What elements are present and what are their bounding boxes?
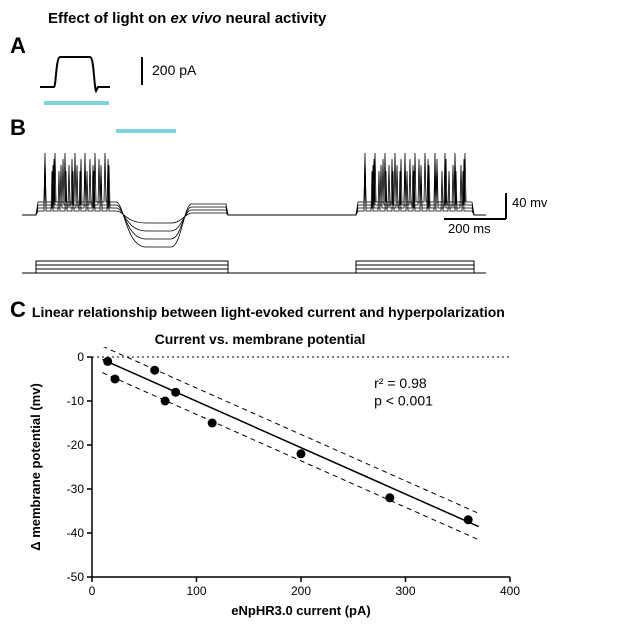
panel-c-chart-title: Current vs. membrane potential xyxy=(50,331,470,347)
svg-text:-40: -40 xyxy=(67,526,85,540)
svg-text:200 ms: 200 ms xyxy=(448,221,491,236)
title-post: neural activity xyxy=(221,10,326,27)
svg-text:-10: -10 xyxy=(67,394,85,408)
panel-c-chart: 0 -10 -20 -30 -40 -50 0 100 200 300 400 eNpHR3.0 cu… xyxy=(10,347,610,627)
svg-text:r² = 0.98: r² = 0.98 xyxy=(374,375,427,391)
svg-text:eNpHR3.0 current (pA): eNpHR3.0 current (pA) xyxy=(231,603,370,618)
svg-text:300: 300 xyxy=(395,584,415,598)
svg-text:-20: -20 xyxy=(67,438,85,452)
svg-text:200: 200 xyxy=(291,584,311,598)
svg-text:-50: -50 xyxy=(67,570,85,584)
panel-a-trace: 200 pA xyxy=(34,43,294,123)
svg-text:0: 0 xyxy=(89,584,96,598)
svg-text:40 mv: 40 mv xyxy=(512,195,548,210)
svg-text:-30: -30 xyxy=(67,482,85,496)
panel-c-subtitle: Linear relationship between light-evoked… xyxy=(32,304,505,320)
svg-text:200 pA: 200 pA xyxy=(152,62,197,78)
panel-b-trace: 40 mv 200 ms xyxy=(16,123,576,293)
svg-text:100: 100 xyxy=(186,584,206,598)
panel-c-label: C xyxy=(10,297,26,323)
svg-text:400: 400 xyxy=(500,584,520,598)
svg-text:Δ membrane potential (mv): Δ membrane potential (mv) xyxy=(28,383,43,551)
svg-text:p < 0.001: p < 0.001 xyxy=(374,392,433,408)
title-em: ex vivo xyxy=(170,10,221,27)
figure-title: Effect of light on ex vivo neural activi… xyxy=(48,10,619,27)
panel-a-label: A xyxy=(10,33,26,59)
svg-text:0: 0 xyxy=(77,350,84,364)
title-pre: Effect of light on xyxy=(48,10,170,27)
